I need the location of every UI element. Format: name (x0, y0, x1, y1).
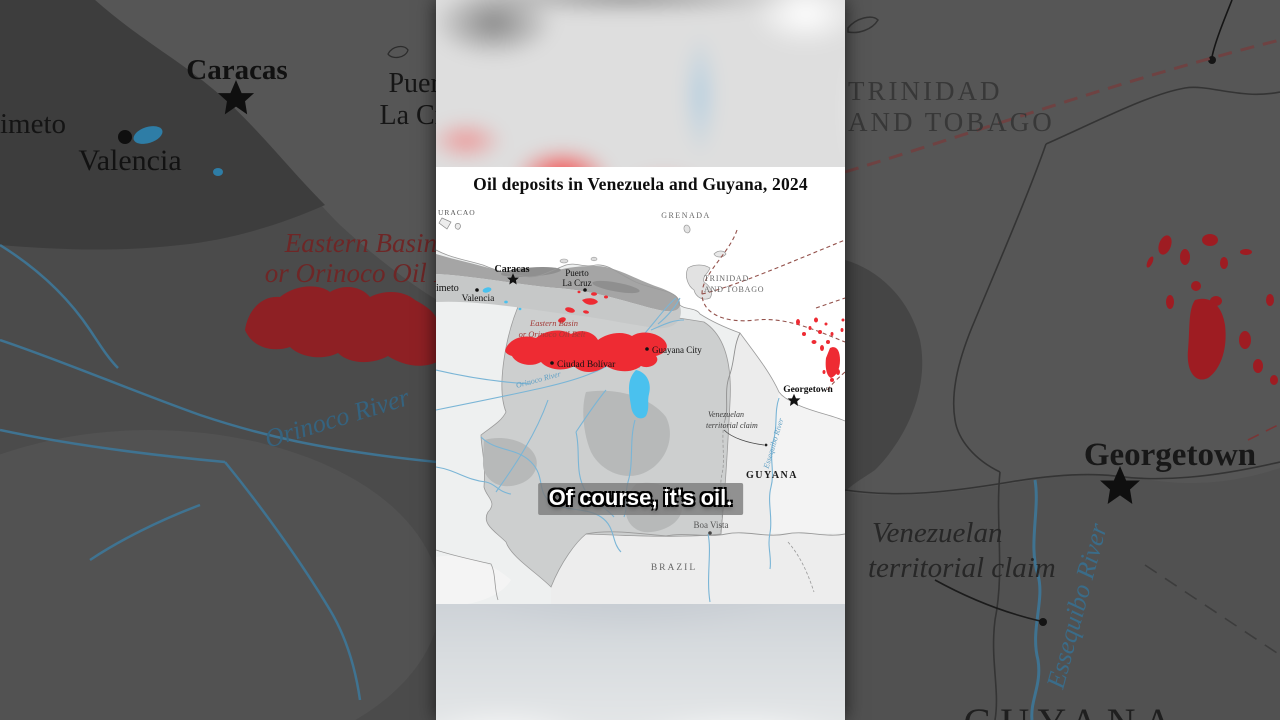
boa-vista-dot (708, 531, 712, 535)
main-map: URACAO GRENADA TRINIDAD AND TOBAGO Carac… (436, 202, 845, 607)
label-curacao: URACAO (438, 208, 476, 217)
bg-label-claim-1: Venezuelan (872, 517, 1002, 549)
bg-valencia-dot (118, 130, 132, 144)
subtitle-caption-box: Of course, it's oil. (537, 483, 744, 515)
trinidad-island (686, 264, 712, 300)
ciudad-bolivar-dot (550, 361, 554, 365)
subtitle-caption: Of course, it's oil. (548, 485, 733, 510)
label-grenada: GRENADA (661, 211, 711, 220)
label-brazil: BRAZIL (651, 563, 697, 573)
bg-label-valencia: Valencia (78, 144, 181, 177)
guayana-city-dot (645, 347, 649, 351)
label-oil-belt-2: or Orinoco Oil Belt (519, 329, 586, 339)
bg-borders-layer (844, 0, 1280, 720)
label-claim-1: Venezuelan (708, 410, 744, 419)
label-guyana: GUYANA (746, 470, 798, 481)
map-lakes-layer (482, 287, 650, 419)
puerto-la-cruz-dot (583, 288, 587, 292)
curacao-islands (438, 217, 461, 230)
valencia-dot (475, 288, 479, 292)
orinoco-oil-belt-blob (505, 330, 667, 372)
label-trinidad-2: AND TOBAGO (704, 285, 764, 294)
bg-oil-belt-blob (245, 286, 437, 366)
bg-label-guyana: GUYANA (964, 700, 1181, 720)
map-title-band: Oil deposits in Venezuela and Guyana, 20… (436, 167, 845, 202)
label-valencia: Valencia (462, 294, 495, 304)
map-title: Oil deposits in Venezuela and Guyana, 20… (473, 174, 808, 194)
bg-stars (118, 80, 1140, 504)
claim-pointer (723, 429, 765, 446)
label-caracas: Caracas (495, 264, 530, 275)
label-barquisimeto: imeto (436, 283, 459, 294)
bg-label-caracas: Caracas (186, 54, 287, 86)
video-panel: Oil deposits in Venezuela and Guyana, 20… (436, 0, 845, 720)
panel-bottom-blur (436, 604, 845, 720)
label-georgetown: Georgetown (783, 385, 833, 395)
bg-label-georgetown: Georgetown (1084, 437, 1256, 473)
label-boa-vista: Boa Vista (693, 520, 728, 530)
label-trinidad-1: TRINIDAD (704, 274, 749, 283)
offshore-oil-specks (796, 317, 845, 382)
guri-lake (628, 370, 650, 419)
bg-tobago-island (847, 16, 879, 34)
claim-dot (764, 443, 768, 447)
label-puerto-2: La Cruz (562, 278, 591, 288)
oil-deposits-layer (505, 290, 845, 382)
bg-claim-dot (1039, 618, 1047, 626)
label-oil-belt-1: Eastern Basin (529, 318, 578, 328)
bg-label-oil-belt-1: Eastern Basin (284, 228, 437, 258)
bg-islet (387, 45, 409, 59)
bg-label-trinidad-1: TRINIDAD (848, 76, 1002, 106)
label-puerto-1: Puerto (565, 268, 589, 278)
label-guayana-city: Guayana City (652, 345, 702, 355)
panel-top-blur (436, 0, 845, 168)
bg-label-barquisimeto: imeto (0, 108, 66, 140)
label-claim-2: territorial claim (706, 421, 758, 430)
valencia-lake (482, 287, 492, 293)
bg-label-claim-2: territorial claim (868, 552, 1056, 584)
bg-oil-deposits-layer (245, 234, 1278, 385)
bg-label-trinidad-2: AND TOBAGO (848, 107, 1055, 137)
label-ciudad-bolivar: Ciudad Bolívar (557, 360, 616, 370)
map-borders-layer (436, 249, 845, 601)
grenada-island (683, 224, 691, 234)
maritime-boundary-layer (701, 229, 845, 393)
bg-claim-pointer (934, 579, 1041, 622)
map-city-marks (475, 273, 801, 535)
